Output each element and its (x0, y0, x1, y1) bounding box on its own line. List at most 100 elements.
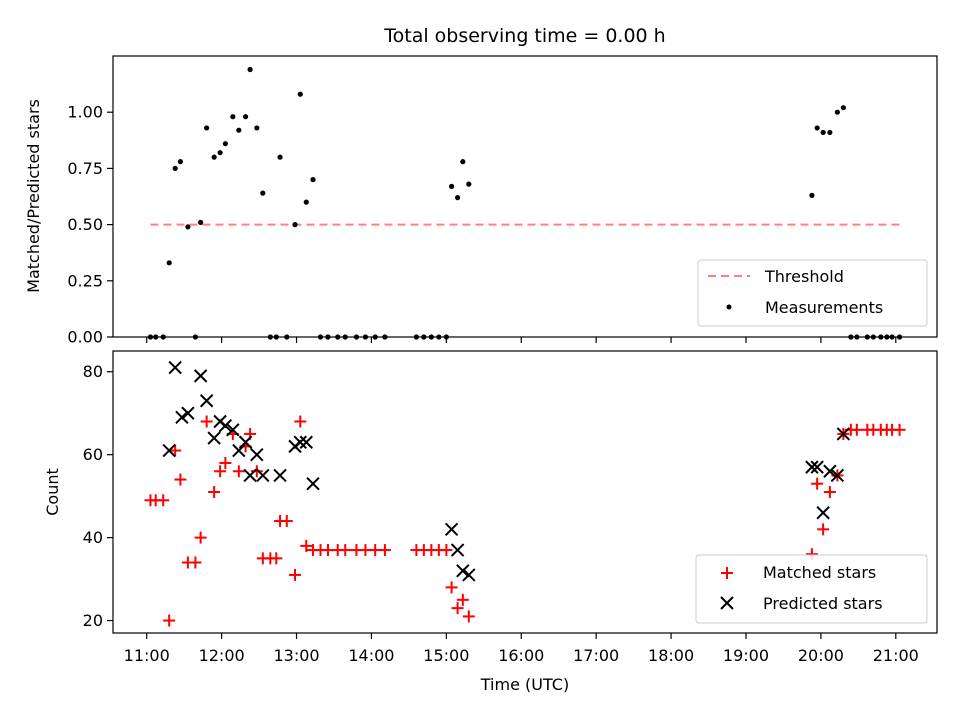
count-panel-frame (112, 350, 938, 634)
count-legend: Matched stars Predicted stars (695, 554, 928, 624)
y-tick-label: 0.50 (67, 215, 103, 234)
measurement-point (166, 260, 172, 266)
predicted-star-point (810, 460, 824, 474)
measurement-point (247, 66, 253, 73)
measurement-point (297, 91, 303, 97)
measurement-point (840, 105, 846, 111)
count-panel: 20 40 60 80 11:00 12:00 13:00 14:00 15:00 16:00 1… (43, 350, 938, 694)
predicted-star-point (293, 435, 307, 449)
measurement-point (222, 141, 228, 147)
predicted-star-point (805, 460, 819, 474)
y-tick-label: 80 (83, 362, 103, 381)
legend-predicted-swatch (720, 596, 734, 610)
matched-star-point (300, 539, 313, 552)
ratio-panel: 0.00 0.25 0.50 0.75 1.00 Matched/Predicted s… (24, 55, 938, 347)
matched-star-point (169, 444, 182, 457)
x-tick-label: 12:00 (199, 646, 245, 665)
count-y-axis-label: Count (43, 468, 62, 516)
matched-star-point (194, 531, 207, 544)
matched-star-point (445, 581, 458, 594)
predicted-star-point (836, 427, 851, 441)
matched-star-point (208, 486, 221, 498)
matched-star-point (451, 602, 464, 615)
x-tick-label: 11:00 (124, 646, 170, 665)
matched-star-point (174, 473, 187, 486)
legend-predicted-label: Predicted stars (763, 594, 883, 613)
measurement-point (460, 159, 466, 165)
measurement-point (466, 181, 472, 187)
measurement-point (454, 195, 461, 201)
predicted-star-point (175, 410, 189, 425)
y-tick-label: 1.00 (67, 103, 103, 122)
x-tick-label: 16:00 (498, 646, 544, 665)
predicted-star-point (256, 468, 270, 483)
measurement-point (198, 219, 204, 225)
ratio-y-axis-label: Matched/Predicted stars (24, 99, 43, 293)
legend-threshold-label: Threshold (764, 267, 844, 286)
x-tick-label: 15:00 (423, 646, 469, 665)
predicted-star-point (218, 418, 233, 433)
y-tick-label: 60 (83, 445, 103, 464)
matched-star-point (456, 593, 469, 606)
measurement-point (820, 129, 826, 136)
measurement-point (254, 125, 260, 131)
measurement-point (236, 127, 242, 133)
ratio-panel-frame (112, 55, 938, 338)
matched-star-point (440, 544, 453, 557)
predicted-star-point (238, 435, 253, 449)
y-tick-label: 40 (83, 528, 103, 547)
predicted-star-point (232, 443, 246, 458)
y-tick-label: 0.75 (67, 159, 103, 178)
predicted-star-point (299, 435, 313, 449)
measurement-point (185, 224, 191, 230)
x-tick-label: 13:00 (273, 646, 319, 665)
predicted-star-point (450, 543, 465, 557)
matched-star-point (823, 486, 836, 498)
predicted-star-point (816, 506, 830, 520)
measurement-point (172, 165, 178, 171)
measurement-point (277, 154, 283, 160)
predicted-star-point (273, 468, 287, 483)
measurement-point (230, 114, 236, 120)
x-tick-label: 14:00 (348, 646, 394, 665)
predicted-star-point (226, 423, 240, 437)
predicted-star-point (199, 394, 214, 408)
matched-star-point (250, 465, 263, 478)
measurement-point (204, 125, 210, 131)
matched-star-point (811, 477, 824, 490)
predicted-star-point (250, 447, 264, 462)
matched-star-point (232, 465, 245, 478)
predicted-star-point (306, 476, 320, 491)
measurement-point (834, 109, 840, 115)
matched-star-point (280, 515, 293, 528)
matched-star-point (270, 552, 283, 565)
x-tick-label: 19:00 (723, 646, 769, 665)
measurement-point (310, 177, 316, 183)
measurement-point (242, 114, 249, 120)
matched-star-point (163, 614, 176, 627)
y-tick-label: 0.00 (67, 328, 103, 347)
matched-star-point (294, 415, 307, 428)
predicted-star-point (207, 431, 221, 445)
chart-title: Total observing time = 0.00 h (383, 25, 665, 47)
matched-star-point (200, 415, 213, 428)
matched-star-point (214, 465, 227, 478)
measurement-point (260, 190, 266, 196)
measurement-point (448, 183, 455, 189)
predicted-star-point (444, 522, 459, 537)
predicted-star-point (162, 443, 176, 458)
measurement-point (827, 129, 833, 136)
measurement-point (177, 159, 184, 165)
x-axis-label: Time (UTC) (480, 675, 569, 694)
matched-star-point (378, 544, 391, 557)
matched-star-point (850, 423, 863, 436)
measurement-point (809, 192, 815, 198)
predicted-star-point (823, 464, 837, 478)
matched-star-point (219, 456, 232, 469)
legend-measurements-swatch (726, 304, 732, 310)
matched-star-point (189, 556, 202, 569)
x-tick-label: 20:00 (798, 646, 844, 665)
y-tick-label: 20 (83, 611, 103, 630)
matched-star-point (893, 423, 906, 436)
